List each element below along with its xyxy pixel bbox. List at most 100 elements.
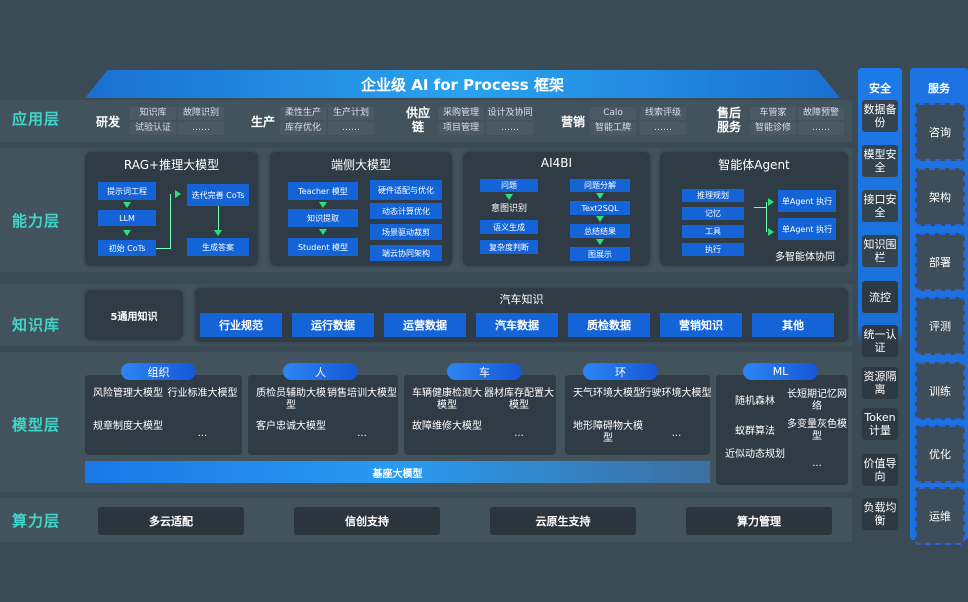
model-group-panel	[85, 375, 242, 455]
ai4bi-panel: AI4BI 问题 意图识别 语义生成 复杂度判断 问题分解 Text2SQL 总…	[463, 152, 650, 266]
edge-model-panel: 端侧大模型 Teacher 模型 知识提取 Student 模型 硬件适配与优化…	[270, 152, 452, 266]
model-item: ...	[357, 428, 367, 439]
agent-title: 智能体Agent	[718, 158, 790, 172]
service-item: 咨询	[915, 103, 965, 161]
ai4bi-box: 语义生成	[480, 220, 538, 234]
model-item: 蚁群算法	[735, 426, 775, 437]
model-item: 多变量灰色模型	[787, 419, 847, 442]
edge-box: Teacher 模型	[288, 182, 358, 200]
model-group-panel	[404, 375, 556, 455]
ai4bi-label: 意图识别	[490, 204, 527, 214]
general-knowledge-box: 5通用知识	[85, 290, 183, 340]
model-item: ...	[514, 428, 524, 439]
security-item: 知识围栏	[862, 235, 898, 267]
model-group-panel	[248, 375, 398, 455]
edge-box: 硬件适配与优化	[370, 180, 442, 200]
model-group-pill: 车	[447, 363, 522, 380]
app-item: 智能诊修	[750, 122, 796, 135]
security-item: 流控	[862, 281, 898, 313]
layer-label-model: 模型层	[12, 416, 61, 434]
auto-knowledge-title: 汽车知识	[499, 293, 544, 306]
ai4bi-box: 总结结果	[570, 224, 630, 238]
arrow-down-icon	[596, 216, 604, 222]
app-item: 生产计划	[328, 107, 374, 120]
model-item: 随机森林	[735, 396, 775, 407]
knowledge-item: 营销知识	[660, 313, 742, 337]
compute-item: 算力管理	[686, 507, 832, 535]
ai4bi-box: Text2SQL	[570, 201, 630, 215]
app-group-name: 生产	[250, 115, 275, 129]
app-item: 线索评级	[640, 107, 686, 120]
security-item: 接口安全	[862, 190, 898, 222]
arrow-right-icon	[768, 228, 774, 236]
security-item: 价值导向	[862, 454, 898, 486]
model-item: 地形障碍物大模型	[573, 421, 643, 444]
edge-box: 场景驱动裁剪	[370, 224, 442, 240]
arrow-down-icon	[596, 193, 604, 199]
knowledge-item: 行业规范	[200, 313, 282, 337]
model-item: 长短期记忆网络	[787, 389, 847, 412]
model-item: ...	[671, 428, 682, 439]
compute-item: 多云适配	[98, 507, 244, 535]
compute-item: 信创支持	[294, 507, 440, 535]
base-model-bar: 基座大模型	[85, 461, 710, 483]
connector-line	[170, 194, 171, 249]
ai4bi-box: 复杂度判断	[480, 240, 538, 254]
app-item: ……	[798, 122, 844, 135]
app-item: 智能工牌	[590, 122, 636, 135]
model-item: 故障维修大模型	[412, 421, 482, 432]
edge-box: Student 模型	[288, 238, 358, 256]
ai4bi-title: AI4BI	[540, 156, 573, 170]
rag-panel: RAG+推理大模型 提示词工程 LLM 初始 CoTs 迭代完善 CoTs 生成…	[85, 152, 258, 266]
model-group-pill: 环	[583, 363, 658, 380]
security-title: 安全	[869, 82, 891, 95]
model-group-panel	[565, 375, 710, 455]
arrow-down-icon	[596, 239, 604, 245]
ai4bi-box: 问题	[480, 179, 538, 192]
services-title: 服务	[928, 82, 950, 95]
knowledge-item: 质检数据	[568, 313, 650, 337]
app-item: 故障识别	[178, 107, 224, 120]
arrow-right-icon	[175, 190, 181, 198]
agent-label: 多智能体协同	[775, 252, 835, 263]
general-knowledge-label: 5通用知识	[110, 311, 158, 323]
model-group-pill: 人	[283, 363, 358, 380]
model-group-pill: ML	[743, 363, 818, 380]
compute-item: 云原生支持	[490, 507, 636, 535]
app-item: ……	[487, 122, 533, 135]
model-item: 风险管理大模型	[93, 388, 163, 399]
rag-box: 迭代完善 CoTs	[187, 184, 249, 206]
model-item: 质检员辅助大模型	[256, 388, 326, 411]
service-item: 评测	[915, 297, 965, 355]
agent-box: 推理规划	[682, 189, 744, 202]
model-item: 天气环境大模型	[573, 388, 643, 399]
arrow-down-icon	[319, 229, 327, 235]
app-group-name: 营销	[560, 115, 585, 129]
app-group-name: 研发	[95, 115, 120, 129]
arrow-down-icon	[123, 230, 131, 236]
connector-line	[754, 207, 766, 208]
rag-box: LLM	[98, 210, 156, 226]
app-group-name: 供应链	[405, 106, 430, 134]
model-item: 客户忠诚大模型	[256, 421, 326, 432]
model-item: ...	[197, 428, 208, 439]
security-item: 统一认证	[862, 325, 898, 357]
model-item: ...	[812, 458, 822, 469]
app-item: 库存优化	[280, 122, 326, 135]
model-item: 销售培训大模型	[327, 388, 397, 399]
model-item: 规章制度大模型	[93, 421, 163, 432]
knowledge-item: 运营数据	[384, 313, 466, 337]
service-item: 部署	[915, 233, 965, 291]
edge-box: 知识提取	[288, 209, 358, 227]
layer-label-compute: 算力层	[12, 512, 61, 530]
knowledge-item: 汽车数据	[476, 313, 558, 337]
framework-title: 企业级 AI for Process 框架	[361, 75, 564, 94]
service-item: 运维	[915, 487, 965, 545]
agent-box: 单Agent 执行	[778, 190, 836, 212]
app-item: 采购管理	[438, 107, 484, 120]
security-item: 负载均衡	[862, 498, 898, 530]
security-item: 模型安全	[862, 145, 898, 177]
app-item: ……	[640, 122, 686, 135]
security-item: 资源隔离	[862, 367, 898, 399]
agent-panel: 智能体Agent 推理规划 记忆 工具 执行 单Agent 执行 单Agent …	[660, 152, 848, 266]
